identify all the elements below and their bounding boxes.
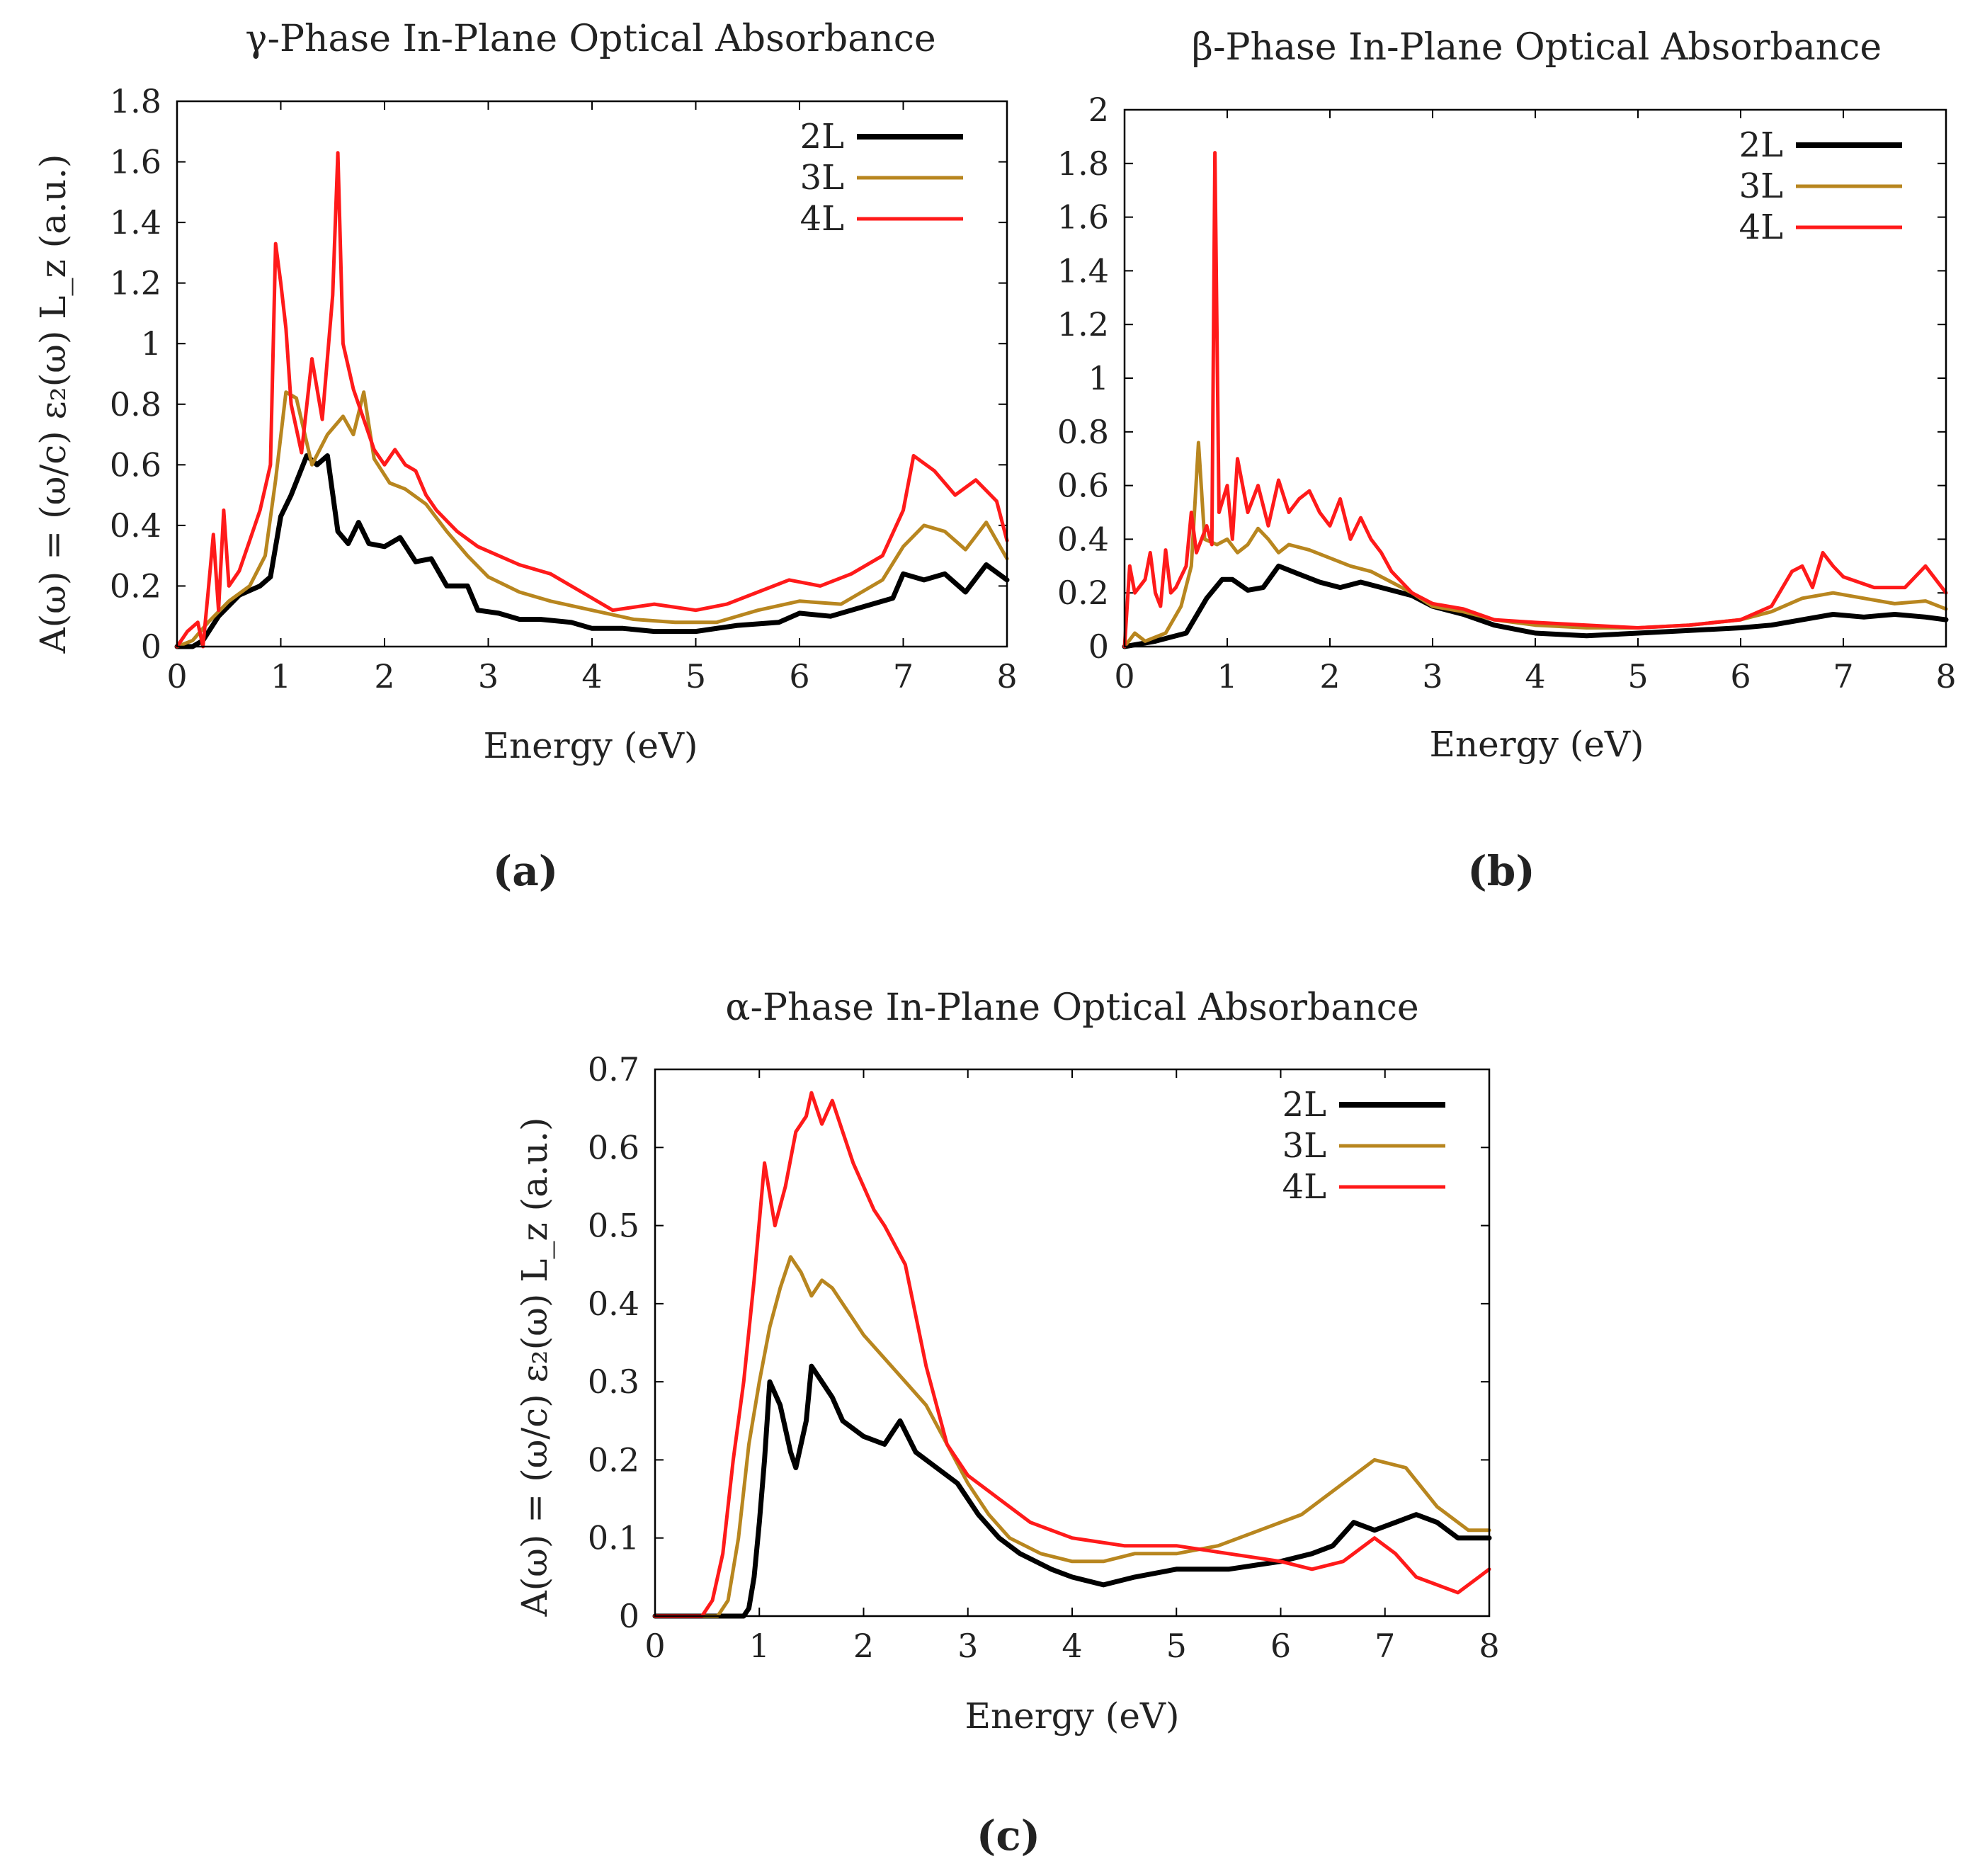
panel-a-title: γ-Phase In-Plane Optical Absorbance	[245, 18, 935, 60]
panel-c-xtick-label: 2	[853, 1627, 874, 1665]
panel-b-xtick-label: 2	[1319, 657, 1340, 695]
panel-b-ytick-label: 1.2	[1057, 305, 1109, 343]
panel-c-series-4l-line	[653, 1091, 1491, 1618]
panel-b-ytick-label: 1.8	[1057, 144, 1109, 183]
panel-b: β-Phase In-Plane Optical Absorbance Ener…	[1057, 26, 1957, 895]
panel-a-ytick-label: 0.8	[110, 385, 161, 423]
panel-c-xtick-label: 7	[1375, 1627, 1395, 1665]
panel-b-ytick-label: 0.6	[1057, 467, 1109, 505]
panel-b-legend-label: 4L	[1739, 208, 1783, 247]
panel-c: α-Phase In-Plane Optical Absorbance Ener…	[514, 987, 1500, 1860]
panel-a-ytick-label: 1.4	[110, 203, 161, 241]
panel-b-series-4l-line	[1122, 151, 1948, 649]
panel-c-legend-label: 3L	[1282, 1126, 1326, 1166]
panel-b-ytick-label: 0.4	[1057, 520, 1109, 558]
panel-a-plot-frame	[176, 100, 1008, 648]
panel-c-series-3l-line	[653, 1255, 1491, 1618]
panel-a-ytick-label: 0.2	[110, 567, 161, 605]
panel-c-plot-frame	[654, 1068, 1491, 1618]
panel-a-xtick-label: 4	[581, 657, 602, 695]
panel-a-series-2l-line	[174, 453, 1010, 649]
panel-c-xtick-label: 0	[644, 1627, 665, 1665]
panel-c-ytick-label: 0.6	[588, 1128, 639, 1166]
panel-a-legend-label: 3L	[800, 158, 844, 198]
panel-a-legend-label: 4L	[800, 199, 844, 239]
panel-b-ytick-label: 0.2	[1057, 574, 1109, 612]
panel-a-ytick-label: 0.4	[110, 506, 161, 545]
panel-a-ylabel: A(ω) = (ω/c) ε₂(ω) L_z (a.u.)	[33, 154, 74, 654]
panel-a-xtick-label: 7	[893, 657, 914, 695]
panel-a: γ-Phase In-Plane Optical Absorbance Ener…	[33, 18, 1018, 895]
panel-b-ytick-label: 1.6	[1057, 198, 1109, 237]
panel-c-xlabel: Energy (eV)	[965, 1695, 1179, 1736]
panel-c-ytick-label: 0.4	[588, 1285, 639, 1323]
panel-a-ytick-label: 0	[141, 627, 161, 666]
panel-b-xtick-label: 3	[1422, 657, 1443, 695]
panel-c-ytick-label: 0.2	[588, 1440, 639, 1479]
panel-c-xtick-label: 6	[1270, 1627, 1291, 1665]
panel-b-xtick-label: 6	[1730, 657, 1751, 695]
panel-c-series-2l-line	[652, 1363, 1492, 1619]
panel-a-xlabel: Energy (eV)	[483, 725, 698, 766]
panel-b-ytick-label: 0.8	[1057, 413, 1109, 451]
panel-a-xtick-label: 5	[685, 657, 706, 695]
panel-a-ytick-label: 1	[141, 324, 161, 363]
panel-b-ytick-label: 0	[1088, 627, 1109, 666]
panel-a-xtick-label: 2	[374, 657, 394, 695]
panel-b-xtick-label: 7	[1833, 657, 1853, 695]
panel-c-xtick-label: 8	[1479, 1627, 1499, 1665]
panel-b-xtick-label: 0	[1114, 657, 1134, 695]
panel-c-ytick-label: 0.1	[588, 1519, 639, 1557]
panel-b-xlabel: Energy (eV)	[1429, 724, 1644, 765]
panel-c-ytick-label: 0.3	[588, 1363, 639, 1401]
panel-b-legend-label: 2L	[1739, 125, 1783, 165]
panel-b-ytick-label: 1	[1088, 359, 1109, 397]
panel-c-xtick-label: 5	[1166, 1627, 1187, 1665]
panel-b-xtick-label: 8	[1935, 657, 1956, 695]
panel-c-ytick-label: 0.5	[588, 1207, 639, 1245]
panel-b-xtick-label: 4	[1525, 657, 1545, 695]
panel-a-ytick-label: 1.6	[110, 143, 161, 181]
panel-a-xtick-label: 1	[271, 657, 291, 695]
panel-b-title: β-Phase In-Plane Optical Absorbance	[1192, 26, 1882, 69]
panel-c-xtick-label: 1	[749, 1627, 770, 1665]
panel-b-ytick-label: 2	[1088, 91, 1109, 129]
panel-b-series-3l-line	[1122, 440, 1948, 649]
panel-b-xtick-label: 1	[1217, 657, 1237, 695]
panel-a-ytick-label: 1.2	[110, 264, 161, 302]
panel-a-xtick-label: 8	[996, 657, 1017, 695]
panel-a-legend-label: 2L	[800, 117, 844, 157]
panel-a-sublabel: (a)	[493, 847, 558, 895]
panel-b-legend-label: 3L	[1739, 166, 1783, 206]
panel-b-plot-frame	[1123, 108, 1947, 648]
panel-c-title: α-Phase In-Plane Optical Absorbance	[725, 987, 1418, 1029]
panel-b-ytick-label: 1.4	[1057, 251, 1109, 290]
panel-c-sublabel: (c)	[977, 1812, 1040, 1860]
panel-c-ytick-label: 0	[619, 1597, 639, 1635]
panel-a-series-4l-line	[175, 151, 1009, 649]
panel-c-ylabel: A(ω) = (ω/c) ε₂(ω) L_z (a.u.)	[514, 1118, 555, 1618]
panel-c-ytick-label: 0.7	[588, 1050, 639, 1088]
panel-c-legend-label: 2L	[1282, 1085, 1326, 1125]
panel-a-xtick-label: 3	[478, 657, 499, 695]
panel-c-xtick-label: 3	[957, 1627, 978, 1665]
panel-b-xtick-label: 5	[1627, 657, 1648, 695]
panel-a-xtick-label: 0	[166, 657, 187, 695]
panel-a-ytick-label: 0.6	[110, 445, 161, 484]
panel-b-series-2l-line	[1122, 563, 1949, 649]
panel-a-xtick-label: 6	[789, 657, 809, 695]
panel-a-ytick-label: 1.8	[110, 82, 161, 120]
panel-a-series-3l-line	[175, 390, 1009, 649]
panel-c-xtick-label: 4	[1062, 1627, 1082, 1665]
panel-c-legend-label: 4L	[1282, 1167, 1326, 1207]
panel-b-sublabel: (b)	[1467, 847, 1535, 895]
